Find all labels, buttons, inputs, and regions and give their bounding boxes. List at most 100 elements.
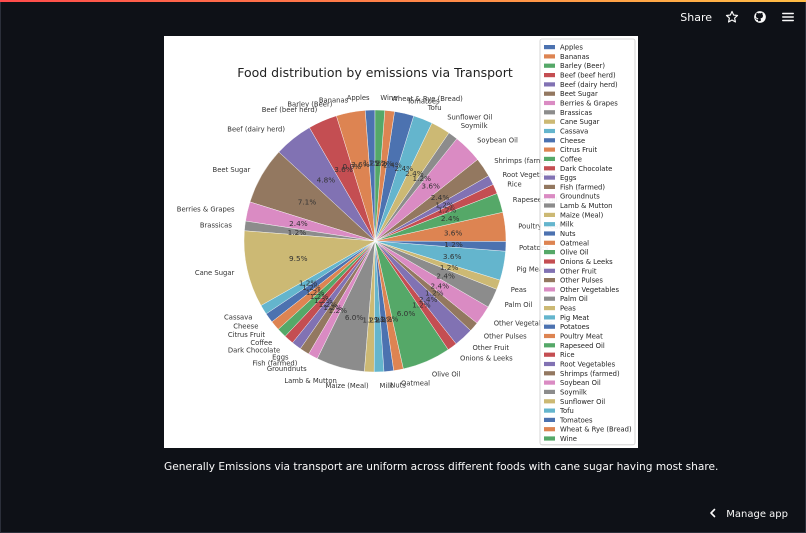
legend-swatch-rice xyxy=(544,352,555,357)
pie-pct-label-pig-meat: 3.6% xyxy=(443,252,462,261)
legend-label-onions-leeks: Onions & Leeks xyxy=(560,258,613,266)
legend-swatch-groundnuts xyxy=(544,194,555,199)
pie-pct-label-cane-sugar: 9.5% xyxy=(289,254,308,263)
share-button[interactable]: Share xyxy=(680,10,712,24)
pie-pct-label-other-pulses: 1.2% xyxy=(425,289,444,298)
legend-label-palm-oil: Palm Oil xyxy=(560,295,588,303)
pie-label-pig-meat: Pig Meat xyxy=(517,265,547,273)
pie-label-cassava: Cassava xyxy=(224,314,252,322)
manage-app-button[interactable]: Manage app xyxy=(708,508,788,521)
pie-pct-label-coffee: 1.2% xyxy=(310,292,329,301)
legend-swatch-potatoes xyxy=(544,324,555,329)
legend-swatch-dark-chocolate xyxy=(544,166,555,171)
star-icon[interactable] xyxy=(724,9,740,25)
legend-swatch-milk xyxy=(544,222,555,227)
pie-pct-label-beef-dairy-herd: 4.8% xyxy=(317,176,336,185)
pie-pct-label-cheese: 1.2% xyxy=(302,283,321,292)
legend-swatch-sunflower-oil xyxy=(544,399,555,404)
pie-pct-label-rapeseed-oil: 2.4% xyxy=(441,214,460,223)
pie-label-fish-farmed: Fish (farmed) xyxy=(252,359,297,367)
pie-label-oatmeal: Oatmeal xyxy=(401,380,430,388)
pie-label-rice: Rice xyxy=(507,181,522,189)
pie-label-onions-leeks: Onions & Leeks xyxy=(460,354,513,362)
pie-label-shrimps-farmed: Shrimps (farmed) xyxy=(494,157,554,165)
pie-label-peas: Peas xyxy=(511,286,527,294)
pie-pct-label-potatoes: 1.2% xyxy=(444,240,463,249)
pie-pct-label-lamb-mutton: 6.0% xyxy=(345,313,364,322)
pie-wedges xyxy=(243,109,507,373)
pie-pct-label-other-fruit: 2.4% xyxy=(419,295,438,304)
pie-label-cane-sugar: Cane Sugar xyxy=(195,269,235,277)
legend-swatch-cheese xyxy=(544,138,555,143)
pie-pct-label-dark-chocolate: 1.2% xyxy=(314,296,333,305)
legend-swatch-palm-oil xyxy=(544,296,555,301)
legend-swatch-tofu xyxy=(544,408,555,413)
pie-label-brassicas: Brassicas xyxy=(200,221,232,229)
pie-label-other-fruit: Other Fruit xyxy=(473,344,510,352)
legend-label-cane-sugar: Cane Sugar xyxy=(560,118,600,126)
pie-pct-label-onions-leeks: 1.2% xyxy=(412,301,431,310)
legend-label-soymilk: Soymilk xyxy=(560,388,587,396)
pie-label-milk: Milk xyxy=(380,382,394,390)
pie-pct-label-palm-oil: 2.4% xyxy=(436,271,455,280)
pie-pct-label-beet-sugar: 7.1% xyxy=(298,198,317,207)
hamburger-menu-icon[interactable] xyxy=(780,9,796,25)
pie-pct-label-apples: 1.2% xyxy=(363,159,382,168)
legend-label-cassava: Cassava xyxy=(560,128,588,136)
pie-label-nuts: Nuts xyxy=(390,381,406,389)
legend-label-poultry-meat: Poultry Meat xyxy=(560,333,603,341)
legend-label-soybean-oil: Soybean Oil xyxy=(560,379,601,387)
legend-swatch-maize-meal xyxy=(544,212,555,217)
pie-label-eggs: Eggs xyxy=(272,353,289,361)
pie-pct-label-brassicas: 1.2% xyxy=(288,228,307,237)
pie-slice-wine xyxy=(374,109,386,242)
pie-pct-label-bananas: 3.6% xyxy=(351,160,370,169)
legend-swatch-other-fruit xyxy=(544,268,555,273)
legend-label-rice: Rice xyxy=(560,351,575,359)
chart-title: Food distribution by emissions via Trans… xyxy=(237,65,513,80)
pie-pct-label-wine: 1.2% xyxy=(369,159,388,168)
pie-label-barley-beer: Barley (Beer) xyxy=(287,100,332,108)
pie-pct-label-milk: 1.2% xyxy=(368,316,387,325)
pie-pct-label-barley-beer: 0.0% xyxy=(343,162,362,171)
legend-swatch-beet-sugar xyxy=(544,91,555,96)
pie-label-other-pulses: Other Pulses xyxy=(484,333,527,341)
pie-pct-label-eggs: 1.2% xyxy=(319,300,338,309)
legend-label-nuts: Nuts xyxy=(560,230,576,238)
legend-swatch-poultry-meat xyxy=(544,333,555,339)
legend-label-apples: Apples xyxy=(560,44,583,52)
legend-label-oatmeal: Oatmeal xyxy=(560,239,589,247)
github-icon[interactable] xyxy=(752,9,768,25)
pie-label-coffee: Coffee xyxy=(250,339,272,347)
manage-app-label: Manage app xyxy=(726,509,788,520)
chevron-left-icon xyxy=(708,508,718,521)
legend-swatch-shrimps-farmed xyxy=(544,371,555,376)
legend-swatch-onions-leeks xyxy=(544,259,555,264)
legend-label-pig-meat: Pig Meat xyxy=(560,314,590,322)
pie-label-potatoes: Potatoes xyxy=(519,244,549,252)
legend-swatch-fish-farmed xyxy=(544,184,555,189)
pie-pct-label-nuts: 1.2% xyxy=(374,315,393,324)
pie-label-beef-dairy-herd: Beef (dairy herd) xyxy=(227,126,285,134)
legend-label-bananas: Bananas xyxy=(560,53,590,61)
legend-swatch-barley-beer xyxy=(544,63,555,68)
legend-label-other-pulses: Other Pulses xyxy=(560,277,603,285)
legend-box xyxy=(539,38,636,446)
legend-label-tomatoes: Tomatoes xyxy=(559,416,593,424)
pie-pct-label-cassava: 1.2% xyxy=(299,278,318,287)
legend-label-peas: Peas xyxy=(560,305,576,313)
legend-swatch-beef-dairy-herd xyxy=(544,82,555,87)
legend-swatch-other-vegetables xyxy=(544,287,555,292)
pie-label-beet-sugar: Beet Sugar xyxy=(213,166,251,174)
legend-swatch-peas xyxy=(544,306,555,311)
pie-pct-label-root-vegetables: 1.2% xyxy=(435,200,454,209)
pie-label-dark-chocolate: Dark Chocolate xyxy=(228,347,280,355)
pie-label-wheat-rye-bread: Wheat & Rye (Bread) xyxy=(391,95,463,103)
pie-label-berries-grapes: Berries & Grapes xyxy=(177,205,235,213)
legend-swatch-berries-grapes xyxy=(544,100,555,106)
pie-label-tofu: Tofu xyxy=(427,104,442,112)
legend-label-berries-grapes: Berries & Grapes xyxy=(560,100,618,108)
pie-label-citrus-fruit: Citrus Fruit xyxy=(228,331,266,339)
legend-label-other-vegetables: Other Vegetables xyxy=(560,286,619,294)
legend-swatch-soybean-oil xyxy=(544,380,555,385)
